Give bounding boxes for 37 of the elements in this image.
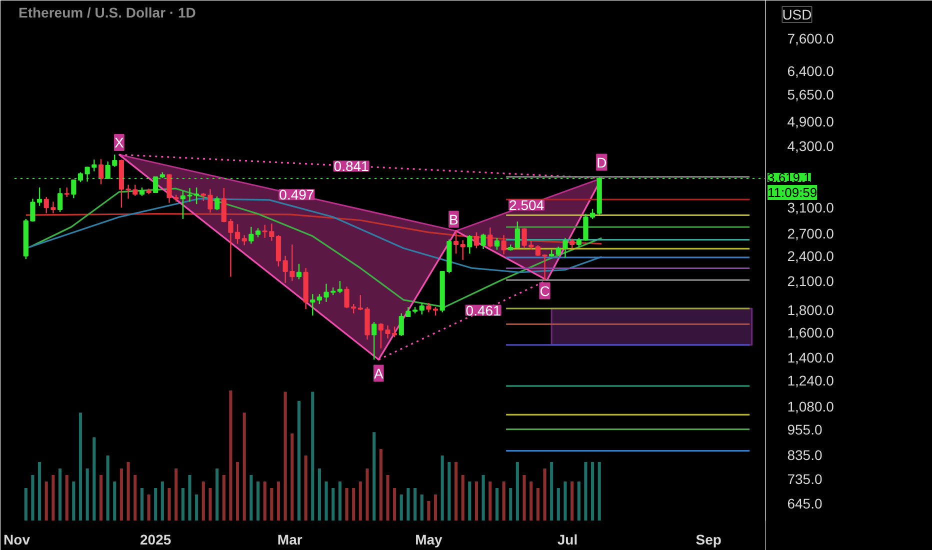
y-tick-label: 735.0 bbox=[787, 471, 822, 488]
annotation: C bbox=[540, 282, 550, 299]
annotation: B bbox=[449, 211, 458, 228]
annotation: 0.497 bbox=[279, 186, 314, 203]
chart-title: Ethereum / U.S. Dollar · 1D bbox=[18, 4, 196, 20]
x-tick-label: May bbox=[415, 532, 443, 548]
annotation: A bbox=[374, 365, 384, 382]
text: USD bbox=[782, 6, 812, 22]
x-tick-label: Nov bbox=[4, 532, 30, 548]
y-tick-label: 3,100.0 bbox=[787, 200, 834, 216]
y-tick-label: 1,240.0 bbox=[787, 372, 834, 388]
y-tick-label: 2,400.0 bbox=[787, 248, 834, 264]
x-tick-label: 2025 bbox=[140, 532, 172, 548]
y-tick-label: 1,400.0 bbox=[787, 350, 834, 366]
y-tick-label: 1,800.0 bbox=[787, 302, 834, 318]
x-tick-label: Sep bbox=[696, 532, 722, 548]
ref-line-label: 3,619.1 bbox=[768, 170, 811, 185]
annotation: 0.461 bbox=[466, 302, 502, 318]
y-tick-label: 6,400.0 bbox=[787, 62, 834, 79]
y-tick-label: 645.0 bbox=[787, 496, 822, 512]
y-tick-label: 2,700.0 bbox=[787, 226, 834, 242]
y-tick-label: 1,080.0 bbox=[787, 398, 834, 414]
y-tick-label: 4,900.0 bbox=[787, 113, 834, 130]
text: 11:09:59 bbox=[768, 184, 818, 200]
y-tick-label: 5,650.0 bbox=[787, 86, 834, 102]
annotation: 0.841 bbox=[334, 158, 370, 174]
x-tick-label: Jul bbox=[557, 532, 578, 548]
y-tick-label: 2,100.0 bbox=[787, 273, 834, 290]
y-tick-label: 835.0 bbox=[787, 447, 822, 464]
y-tick-label: 4,300.0 bbox=[787, 138, 834, 154]
annotation: D bbox=[596, 154, 607, 170]
x-tick-label: Mar bbox=[277, 532, 303, 548]
y-tick-label: 7,600.0 bbox=[787, 30, 834, 47]
annotation: X bbox=[114, 134, 125, 150]
annotation: 2.504 bbox=[509, 197, 544, 214]
y-tick-label: 955.0 bbox=[787, 422, 822, 438]
y-tick-label: 1,600.0 bbox=[787, 324, 834, 340]
